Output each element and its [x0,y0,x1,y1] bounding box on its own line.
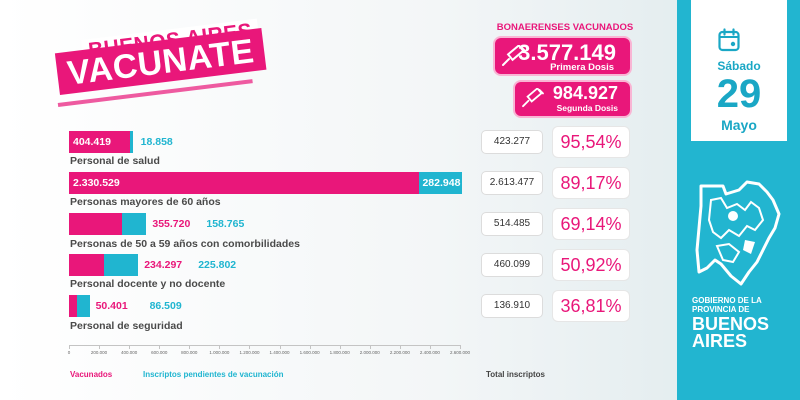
bar-pending [104,254,139,276]
x-tick [219,345,221,349]
province-map-icon [695,180,781,286]
bar-vaccinated [69,172,420,194]
x-tick [279,345,281,349]
weekday: Sábado [717,59,761,73]
government-province: BUENOS AIRES [692,314,792,351]
pending-label: 282.948 [422,177,461,189]
category-label: Personas de 50 a 59 años con comorbilida… [70,238,300,250]
x-tick-label: 800.000 [181,350,198,355]
total-inscriptos: 460.099 [482,254,542,276]
legend-pending: Inscriptos pendientes de vacunación [143,370,284,379]
percentage: 50,92% [553,250,629,280]
date-card [691,0,787,141]
percentage: 36,81% [553,291,629,321]
calendar-icon [718,28,740,52]
x-tick-label: 2.000.000 [359,350,380,355]
second-dose-badge: 984.927 Segunda Dosis [515,82,630,116]
x-tick [309,345,311,349]
bar-pending [122,213,147,235]
x-tick-label: 600.000 [151,350,168,355]
first-dose-badge: 3.577.149 Primera Dosis [495,38,630,74]
x-tick [159,345,161,349]
bar-pending [129,131,133,153]
x-tick [189,345,191,349]
government-line-2: PROVINCIA DE [692,305,750,314]
government-title: GOBIERNO DE LA PROVINCIA DE [692,296,792,314]
percentage: 69,14% [553,209,629,239]
x-tick-label: 400.000 [121,350,138,355]
vaccinated-label: 50.401 [95,300,128,312]
day-number: 29 [716,72,762,116]
x-axis [69,345,460,346]
bar-vaccinated [69,131,130,153]
category-label: Personal de seguridad [70,320,183,332]
x-tick-label: 1.400.000 [269,350,290,355]
bar-pending [76,295,90,317]
category-label: Personal docente y no docente [70,278,226,290]
x-tick [129,345,131,349]
x-tick-label: 1.200.000 [239,350,260,355]
bar-vaccinated [69,213,123,235]
bar-pending [419,172,463,194]
percentage: 89,17% [553,168,629,198]
first-dose-value: 3.577.149 [518,40,616,65]
second-dose-value: 984.927 [552,83,618,103]
x-tick [460,345,461,349]
government-line-3: BUENOS [692,314,770,334]
x-tick-label: 200.000 [90,350,108,355]
syringe-icon [522,88,544,108]
percentage: 95,54% [553,127,629,157]
category-label: Personal de salud [70,155,160,167]
first-dose-label: Primera Dosis [550,62,614,73]
total-inscriptos: 136.910 [482,295,542,317]
government-line-1: GOBIERNO DE LA [692,296,762,305]
second-dose-label: Segunda Dosis [556,103,618,113]
government-line-4: AIRES [692,331,748,351]
x-tick-label: 1.000.000 [209,350,230,355]
total-inscriptos: 2.613.477 [482,172,542,194]
x-tick-label: 0 [67,350,71,355]
bar-vaccinated [69,295,77,317]
total-inscriptos: 514.485 [482,213,542,235]
vaccinated-label: 2.330.529 [73,177,120,189]
x-tick [249,345,251,349]
pending-label: 158.765 [206,218,245,230]
x-tick [69,345,70,349]
legend-vaccinated: Vacunados [70,370,113,379]
x-tick [339,345,341,349]
x-tick-label: 2.400.000 [419,350,440,355]
vaccinated-label: 234.297 [144,259,183,271]
total-inscriptos: 423.277 [482,131,542,153]
pending-label: 86.509 [149,300,182,312]
vaccinated-label: 404.419 [73,136,111,148]
vaccinated-label: 355.720 [152,218,191,230]
x-tick-label: 1.800.000 [329,350,350,355]
pending-label: 18.858 [140,136,173,148]
x-tick-label: 2.600.000 [449,350,471,355]
bar-vaccinated [69,254,105,276]
month: Mayo [721,117,757,133]
syringe-icon [502,45,526,66]
x-tick [399,345,401,349]
pending-label: 225.802 [198,259,237,271]
x-tick [369,345,371,349]
x-tick-label: 2.200.000 [389,350,410,355]
category-label: Personas mayores de 60 años [70,196,221,208]
x-tick-label: 1.600.000 [299,350,320,355]
legend-total: Total inscriptos [486,370,545,379]
x-tick [429,345,431,349]
vaccinated-header: BONAERENSES VACUNADOS [496,22,634,33]
x-tick [99,345,101,349]
